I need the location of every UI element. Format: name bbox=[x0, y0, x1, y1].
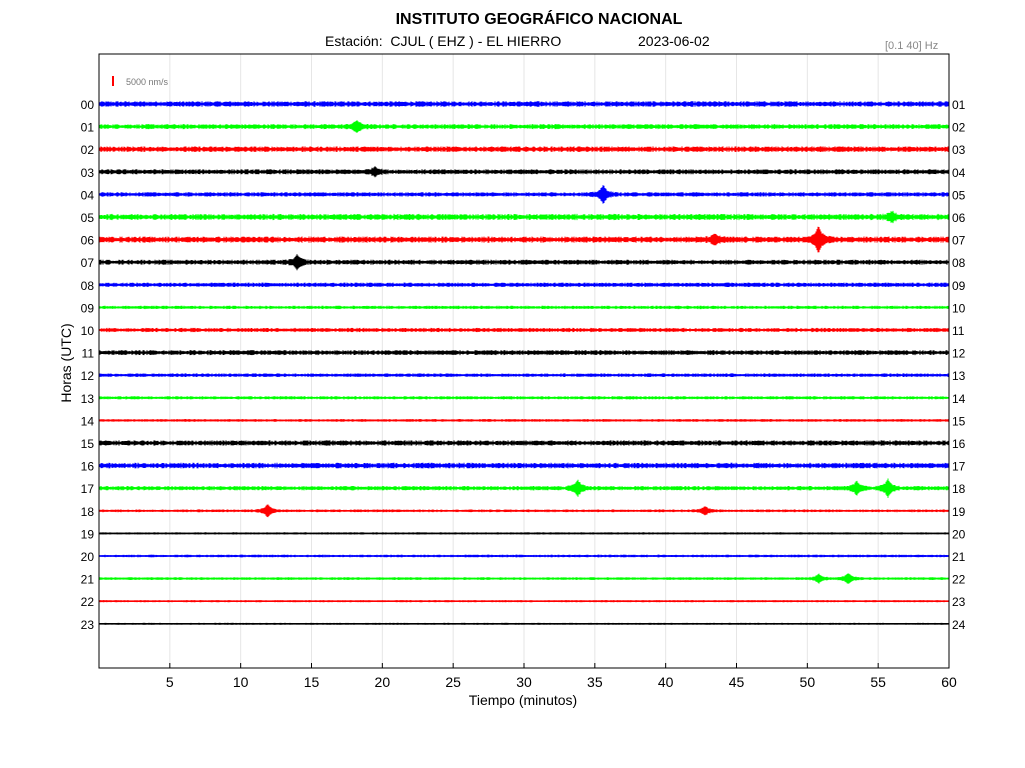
x-tick-label: 45 bbox=[729, 674, 745, 690]
right-hour-label: 08 bbox=[952, 256, 966, 270]
x-tick-label: 10 bbox=[233, 674, 249, 690]
scale-label: 5000 nm/s bbox=[126, 77, 169, 87]
right-hour-label: 06 bbox=[952, 211, 966, 225]
x-tick-label: 35 bbox=[587, 674, 603, 690]
left-hour-label: 10 bbox=[81, 324, 95, 338]
right-hour-label: 22 bbox=[952, 573, 966, 587]
right-hour-label: 21 bbox=[952, 550, 966, 564]
left-hour-label: 04 bbox=[81, 188, 95, 202]
right-hour-label: 01 bbox=[952, 98, 966, 112]
grid-lines bbox=[169, 54, 879, 668]
x-tick-label: 15 bbox=[304, 674, 320, 690]
right-hour-label: 12 bbox=[952, 347, 966, 361]
right-hour-label: 20 bbox=[952, 527, 966, 541]
amplitude-scale: 5000 nm/s bbox=[112, 76, 169, 87]
right-hour-label: 09 bbox=[952, 279, 966, 293]
x-tick-label: 60 bbox=[941, 674, 957, 690]
left-hour-label: 02 bbox=[81, 143, 95, 157]
right-hour-label: 11 bbox=[952, 324, 965, 338]
right-hour-label: 07 bbox=[952, 234, 966, 248]
left-hour-label: 13 bbox=[81, 392, 95, 406]
left-hour-label: 22 bbox=[81, 595, 95, 609]
left-hour-label: 03 bbox=[81, 166, 95, 180]
x-tick-label: 50 bbox=[800, 674, 816, 690]
left-hour-label: 05 bbox=[81, 211, 95, 225]
right-hour-label: 18 bbox=[952, 482, 966, 496]
right-hour-label: 04 bbox=[952, 166, 966, 180]
left-hour-label: 15 bbox=[81, 437, 95, 451]
x-tick-label: 30 bbox=[516, 674, 532, 690]
left-hour-label: 23 bbox=[81, 618, 95, 632]
right-hour-label: 05 bbox=[952, 188, 966, 202]
left-hour-label: 11 bbox=[82, 347, 95, 361]
right-hour-label: 14 bbox=[952, 392, 966, 406]
left-hour-label: 06 bbox=[81, 234, 95, 248]
station-info: Estación: CJUL ( EHZ ) - EL HIERRO bbox=[325, 33, 562, 49]
left-hour-label: 01 bbox=[81, 121, 95, 135]
right-hour-label: 16 bbox=[952, 437, 966, 451]
right-hour-label: 13 bbox=[952, 369, 966, 383]
right-hour-label: 03 bbox=[952, 143, 966, 157]
x-tick-label: 40 bbox=[658, 674, 674, 690]
left-hour-label: 16 bbox=[81, 460, 95, 474]
left-hour-label: 08 bbox=[81, 279, 95, 293]
right-hour-label: 23 bbox=[952, 595, 966, 609]
x-tick-label: 55 bbox=[870, 674, 886, 690]
x-tick-labels: 5 10 15 20 25 30 35 40 45 50 55 60 bbox=[166, 663, 957, 690]
x-tick-label: 25 bbox=[445, 674, 461, 690]
right-hour-label: 17 bbox=[952, 460, 966, 474]
chart-title: INSTITUTO GEOGRÁFICO NACIONAL bbox=[395, 11, 683, 28]
right-hour-labels: 01 02 03 04 05 06 07 08 09 10 11 12 13 14 15 16 17 18 19 20… bbox=[952, 98, 966, 632]
left-hour-label: 00 bbox=[81, 98, 95, 112]
right-hour-label: 02 bbox=[952, 121, 966, 135]
left-hour-label: 20 bbox=[81, 550, 95, 564]
left-hour-label: 21 bbox=[81, 573, 95, 587]
left-hour-label: 18 bbox=[81, 505, 95, 519]
filter-band: [0.1 40] Hz bbox=[885, 40, 939, 52]
left-hour-label: 07 bbox=[81, 256, 95, 270]
right-hour-label: 24 bbox=[952, 618, 966, 632]
right-hour-label: 19 bbox=[952, 505, 966, 519]
left-hour-label: 19 bbox=[81, 527, 95, 541]
left-hour-label: 09 bbox=[81, 301, 95, 315]
left-hour-label: 12 bbox=[81, 369, 95, 383]
left-hour-label: 17 bbox=[81, 482, 95, 496]
x-tick-label: 5 bbox=[166, 674, 174, 690]
left-hour-label: 14 bbox=[81, 414, 95, 428]
record-date: 2023-06-02 bbox=[638, 33, 710, 49]
x-tick-label: 20 bbox=[375, 674, 391, 690]
left-hour-labels: 00 01 02 03 04 05 06 07 08 09 10 11 12 13 14 15 16 17 18 19… bbox=[81, 98, 95, 632]
x-axis-label: Tiempo (minutos) bbox=[468, 692, 578, 708]
right-hour-label: 10 bbox=[952, 301, 966, 315]
right-hour-label: 15 bbox=[952, 414, 966, 428]
